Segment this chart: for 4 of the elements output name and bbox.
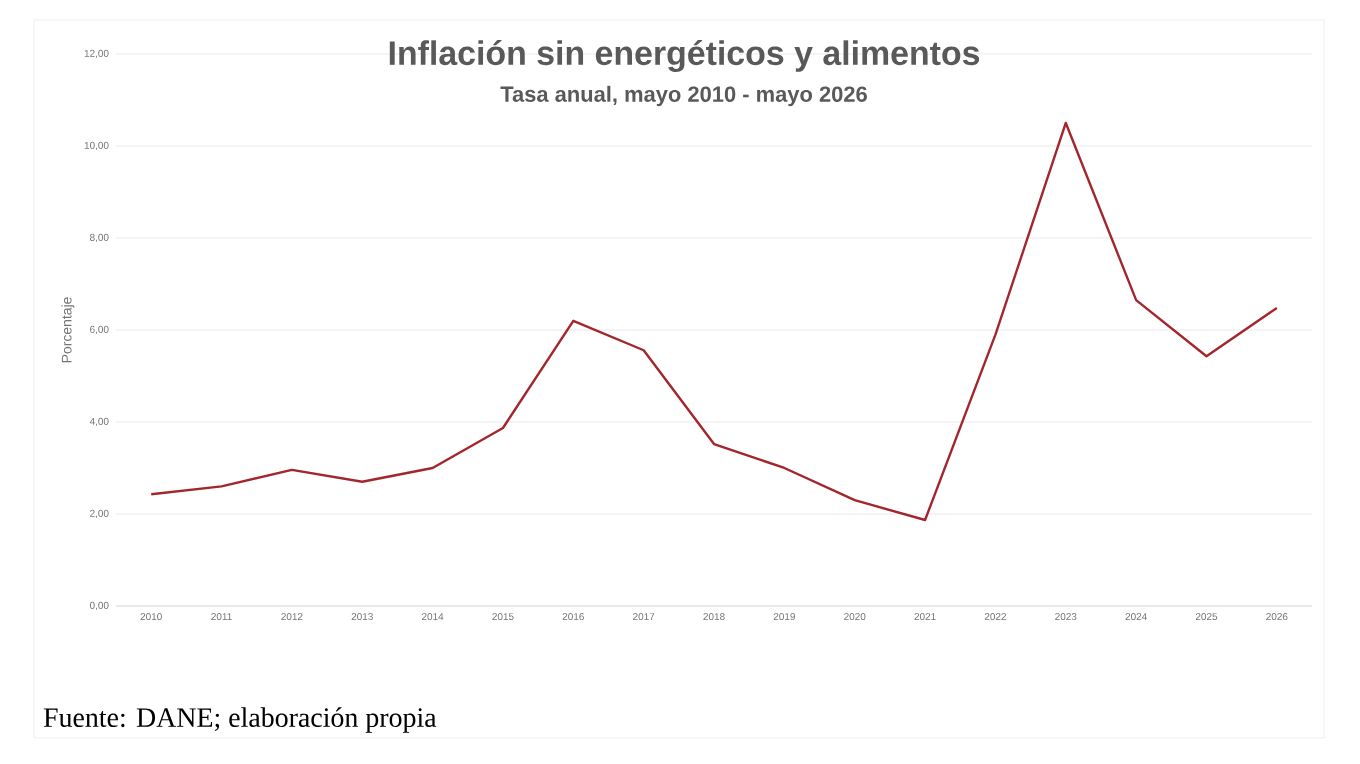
line-series bbox=[149, 121, 1279, 522]
text: Tasa anual, mayo 2010 - mayo 2026 bbox=[500, 85, 867, 107]
source-note: Fuente: DANE; elaboración propia bbox=[43, 707, 437, 733]
chart-title: Inflación sin energéticos y alimentos bbox=[389, 39, 980, 73]
